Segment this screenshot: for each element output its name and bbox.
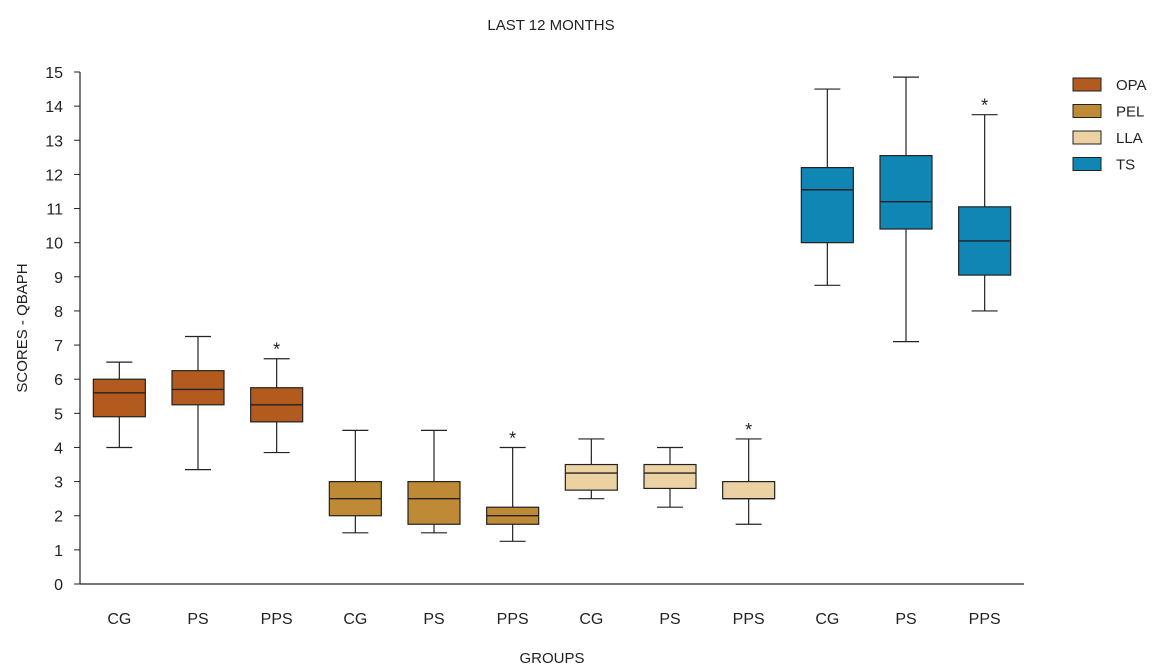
box-pel-ps [407,429,461,534]
legend-label: TS [1116,157,1135,174]
iqr-box [879,155,933,230]
box-series-layer: * * * * [92,76,1012,542]
iqr-box [564,463,618,491]
significance-marker: * [981,96,988,116]
iqr-box [643,463,697,490]
x-tick-label: PPS [497,611,529,628]
significance-marker: * [273,340,280,360]
box-lla-cg [564,438,618,500]
legend-swatch [1072,104,1102,118]
y-tick-label: 14 [45,99,63,116]
box-opa-cg [92,361,146,449]
box-lla-ps [643,446,697,508]
y-tick-label: 12 [45,167,63,184]
legend-label: LLA [1116,130,1143,147]
x-tick-label: PS [895,611,916,628]
legend-item-opa: OPA [1072,77,1147,94]
box-pel-cg [328,429,382,534]
y-tick-label: 3 [54,475,63,492]
box-ts-cg [800,88,854,286]
legend-swatch [1072,157,1102,171]
significance-marker: * [509,428,516,448]
y-tick-label: 9 [54,270,63,287]
legend-swatch [1072,77,1102,92]
y-tick-label: 6 [54,372,63,389]
x-tick-label: PS [423,611,444,628]
x-tick-label: PS [659,611,680,628]
iqr-box [92,378,146,418]
series-ts: * [800,76,1012,343]
legend-swatch [1072,130,1102,145]
iqr-box [171,370,225,406]
y-tick-label: 13 [45,133,63,150]
x-tick-label: PPS [733,611,765,628]
y-tick-label: 1 [54,543,63,560]
chart-title: LAST 12 MONTHS [487,17,614,34]
y-tick-label: 4 [54,440,63,457]
box-ts-ps [879,76,933,343]
iqr-box [800,166,854,244]
iqr-box [722,481,776,500]
box-opa-ps [171,335,225,471]
legend-item-lla: LLA [1072,130,1143,147]
legend-item-pel: PEL [1072,104,1144,121]
x-tick-label: CG [107,611,131,628]
significance-marker: * [745,420,752,440]
legend-label: OPA [1116,77,1147,94]
y-axis-label: SCORES - QBAPH [14,263,31,392]
y-tick-label: 7 [54,338,63,355]
x-axis-label: GROUPS [519,650,584,667]
x-tick-label: CG [579,611,603,628]
y-tick-label: 0 [54,577,63,594]
y-tick-label: 15 [45,65,63,82]
y-tick-label: 5 [54,406,63,423]
x-tick-label: CG [815,611,839,628]
y-tick-label: 10 [45,236,63,253]
y-tick-label: 8 [54,304,63,321]
x-tick-label: PS [187,611,208,628]
series-opa: * [92,335,304,471]
box-lla-pps: * [722,420,776,525]
y-tick-label: 11 [46,202,63,219]
legend-label: PEL [1116,104,1144,121]
y-tick-label: 2 [54,509,63,526]
x-tick-label: PPS [261,611,293,628]
x-tick-label: CG [343,611,367,628]
box-opa-pps: * [250,340,304,454]
box-pel-pps: * [486,428,540,542]
box-ts-pps: * [958,96,1012,312]
series-lla: * [564,420,776,525]
series-pel: * [328,428,540,542]
legend-item-ts: TS [1072,157,1135,174]
legend: OPA PEL LLA TS [1072,77,1147,174]
iqr-box [407,481,461,525]
x-tick-label: PPS [969,611,1001,628]
